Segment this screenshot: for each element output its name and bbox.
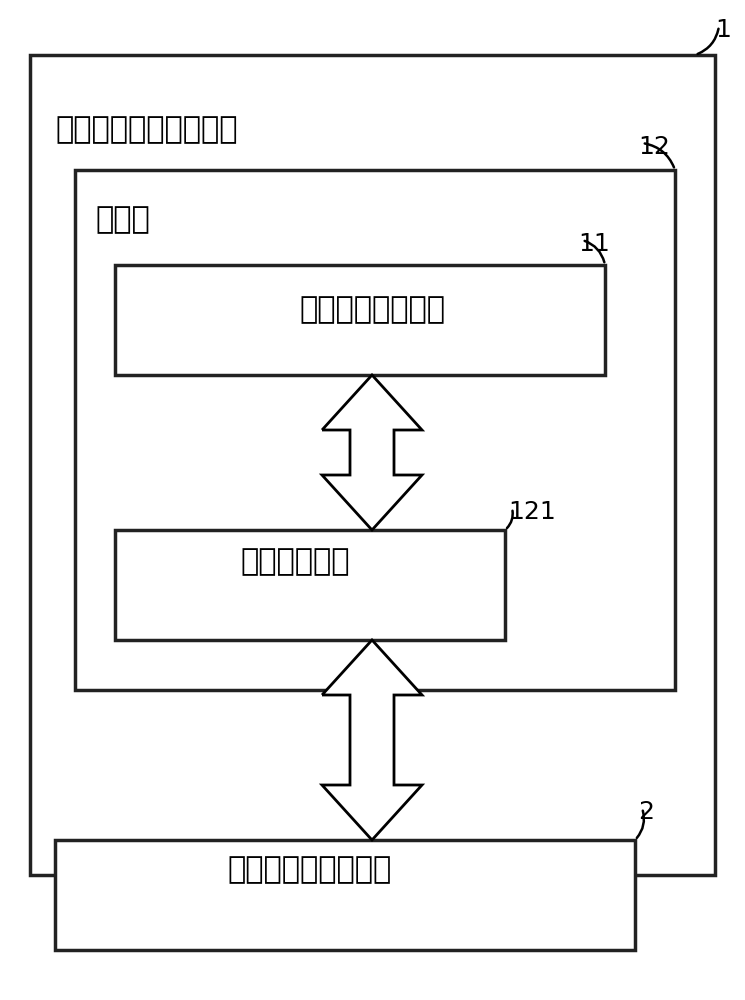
Polygon shape	[322, 640, 422, 840]
Bar	[30, 55, 715, 875]
Bar	[75, 170, 675, 690]
Text: 电力电子实时仿真平台: 电力电子实时仿真平台	[55, 115, 238, 144]
Text: 输入输出接口: 输入输出接口	[240, 548, 349, 576]
Text: 待测双馈风机控制器: 待测双馈风机控制器	[228, 856, 392, 884]
Text: 实时数字仿真模型: 实时数字仿真模型	[299, 296, 445, 324]
Text: 2: 2	[638, 800, 654, 824]
Bar	[55, 840, 635, 950]
Text: 121: 121	[508, 500, 556, 524]
Text: 12: 12	[638, 135, 670, 159]
Bar	[115, 530, 505, 640]
Polygon shape	[322, 375, 422, 530]
Text: 仿真机: 仿真机	[95, 205, 150, 234]
Text: 11: 11	[578, 232, 609, 256]
Text: 1: 1	[715, 18, 731, 42]
Bar	[115, 265, 605, 375]
